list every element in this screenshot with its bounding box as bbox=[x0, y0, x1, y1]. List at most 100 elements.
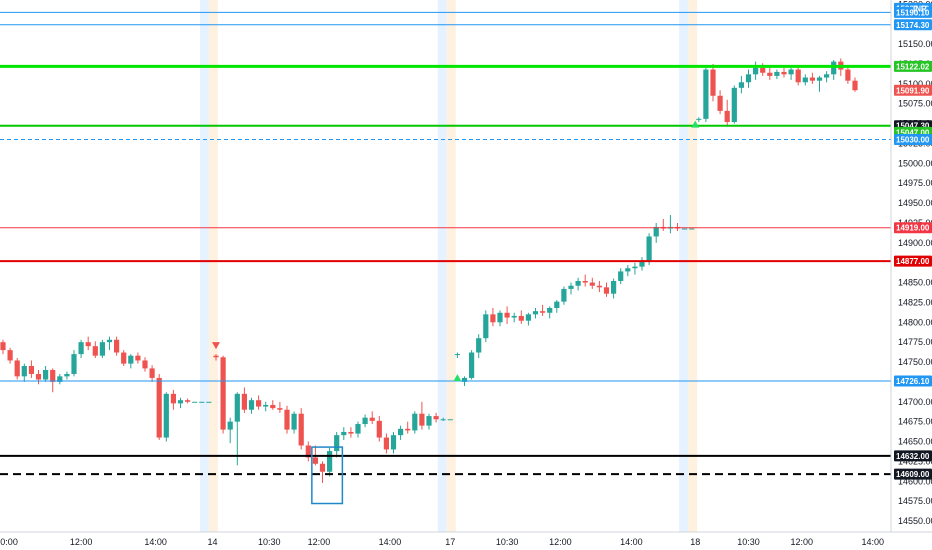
time-tick-label: 14:00 bbox=[379, 537, 402, 547]
candle-body bbox=[824, 74, 830, 78]
time-tick-label: 10:30 bbox=[496, 537, 519, 547]
candle-body bbox=[738, 82, 744, 88]
candle-body bbox=[682, 228, 688, 230]
candle-body bbox=[43, 369, 49, 380]
candle-body bbox=[731, 87, 737, 123]
candle-body bbox=[745, 74, 752, 83]
candle-body bbox=[398, 428, 404, 436]
candle-body bbox=[454, 354, 460, 356]
candle-body bbox=[92, 346, 98, 356]
candle-body bbox=[568, 285, 574, 289]
candle-body bbox=[270, 404, 276, 409]
candle-body bbox=[291, 413, 297, 430]
candle-body bbox=[561, 288, 567, 302]
time-tick-label: 17 bbox=[445, 537, 455, 547]
candle-body bbox=[163, 393, 169, 438]
candle-body bbox=[504, 312, 510, 318]
candle-body bbox=[532, 311, 539, 315]
price-tick-label: 14900.00 bbox=[898, 238, 932, 248]
candle-body bbox=[618, 271, 624, 281]
time-tick-label: 14:00 bbox=[144, 537, 167, 547]
candle-body bbox=[21, 366, 27, 377]
candle-body bbox=[625, 268, 631, 272]
candle-body bbox=[525, 314, 531, 321]
price-tick-label: 14600.00 bbox=[898, 476, 932, 486]
candle-body bbox=[28, 366, 34, 374]
candle-body bbox=[284, 409, 290, 430]
price-tick-label: 14575.00 bbox=[898, 496, 932, 506]
price-tag-label: 14609.00 bbox=[896, 470, 930, 479]
time-tick-label: 14 bbox=[207, 537, 217, 547]
candle-body bbox=[490, 314, 496, 323]
candle-body bbox=[816, 77, 823, 81]
candle-body bbox=[433, 416, 439, 420]
candle-body bbox=[327, 451, 333, 472]
buy-signal-arrow bbox=[691, 120, 700, 128]
candle-body bbox=[206, 401, 212, 403]
candle-body bbox=[596, 285, 602, 288]
candle-body bbox=[753, 67, 759, 75]
candle-body bbox=[7, 350, 13, 361]
candle-body bbox=[156, 377, 162, 438]
candle-body bbox=[518, 315, 524, 321]
candle-body bbox=[312, 457, 318, 464]
price-tick-label: 14675.00 bbox=[898, 417, 932, 427]
candle-body bbox=[135, 355, 141, 361]
time-axis[interactable]: 10:00 12:00 14:00 14 10:30 12:00 14:00 17 10:30 1… bbox=[0, 531, 932, 547]
price-tag bbox=[894, 84, 932, 96]
candle-body bbox=[248, 400, 255, 410]
candle-body bbox=[632, 266, 638, 269]
buy-signal-arrow bbox=[453, 374, 462, 382]
candle-body bbox=[724, 110, 730, 123]
price-tag bbox=[894, 222, 932, 234]
candle-body bbox=[57, 376, 63, 382]
price-tag bbox=[894, 60, 932, 72]
price-tag-label: 15047.00 bbox=[896, 128, 930, 137]
candle-body bbox=[241, 393, 247, 410]
price-tick-label: 14700.00 bbox=[898, 397, 932, 407]
candle-body bbox=[177, 400, 184, 404]
candle-body bbox=[511, 315, 517, 318]
session-band bbox=[688, 0, 698, 532]
price-tick-label: 15075.00 bbox=[898, 99, 932, 109]
candle-body bbox=[497, 312, 503, 323]
candle-body bbox=[405, 428, 411, 431]
candle-body bbox=[106, 339, 113, 343]
candle-body bbox=[469, 352, 475, 378]
price-tick-label: 14975.00 bbox=[898, 178, 932, 188]
time-tick-label: 14:00 bbox=[861, 537, 884, 547]
price-tag-label: 14877.00 bbox=[896, 257, 930, 266]
price-tag-label: 15091.90 bbox=[896, 86, 930, 95]
price-tag bbox=[894, 255, 932, 267]
price-tag bbox=[894, 468, 932, 480]
candle-body bbox=[263, 404, 269, 407]
time-tick-label: 12:00 bbox=[308, 537, 331, 547]
price-tag-label: 15122.02 bbox=[896, 62, 930, 71]
currency-tag-label: INR bbox=[913, 4, 927, 13]
candle-body bbox=[696, 118, 702, 120]
price-tick-label: 14775.00 bbox=[898, 337, 932, 347]
price-tag bbox=[894, 375, 932, 387]
candle-body bbox=[355, 424, 361, 434]
candle-body bbox=[852, 80, 858, 91]
candle-body bbox=[540, 311, 546, 313]
candle-body bbox=[170, 393, 176, 404]
time-tick-label: 18 bbox=[690, 537, 700, 547]
candle-body bbox=[35, 373, 42, 380]
candle-body bbox=[440, 419, 446, 421]
candle-body bbox=[199, 401, 205, 403]
price-tick-label: 15000.00 bbox=[898, 158, 932, 168]
price-tag-label: 14726.10 bbox=[896, 377, 930, 386]
candle-body bbox=[788, 69, 794, 75]
candle-body bbox=[461, 377, 468, 382]
candle-body bbox=[476, 338, 482, 353]
candle-body bbox=[589, 282, 595, 286]
candle-body bbox=[213, 355, 219, 358]
candle-body bbox=[277, 408, 283, 410]
candle-body bbox=[703, 69, 709, 119]
price-tick-label: 14750.00 bbox=[898, 357, 932, 367]
session-bands bbox=[199, 0, 698, 532]
price-tag-label: 15030.00 bbox=[896, 135, 930, 144]
candle-body bbox=[227, 421, 233, 430]
